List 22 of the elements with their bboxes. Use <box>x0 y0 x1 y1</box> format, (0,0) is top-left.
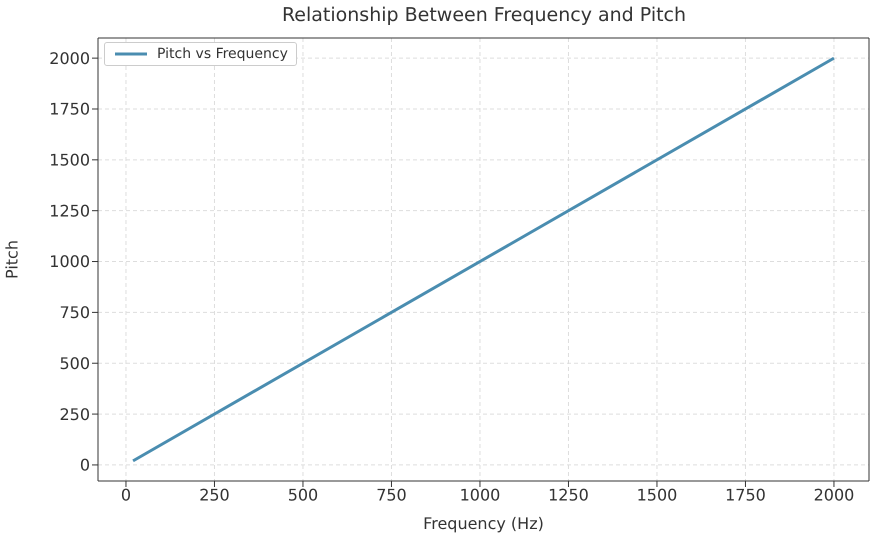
y-tick-label: 2000 <box>49 48 90 68</box>
x-tick-label: 250 <box>199 485 230 504</box>
x-tick-label: 1500 <box>636 485 678 504</box>
x-tick-label: 0 <box>120 485 132 504</box>
chart-title: Relationship Between Frequency and Pitch <box>280 4 688 26</box>
x-tick-label: 1000 <box>460 485 500 504</box>
y-tick-label: 1000 <box>49 252 90 272</box>
x-axis-title: Frequency (Hz) <box>423 514 544 533</box>
x-tick-label: 750 <box>376 485 407 504</box>
y-tick-label: 750 <box>59 303 90 322</box>
y-tick-label: 1250 <box>49 201 90 220</box>
y-tick-label: 0 <box>80 456 90 475</box>
y-tick-label: 1750 <box>49 100 90 119</box>
x-tick-label: 500 <box>288 485 318 504</box>
x-tick-label: 1250 <box>548 485 589 504</box>
y-tick-label: 500 <box>59 354 90 373</box>
y-tick-label: 1500 <box>49 150 90 170</box>
y-tick-label: 250 <box>59 404 90 424</box>
x-tick-label: 1750 <box>725 485 766 504</box>
y-axis-title: Pitch <box>2 240 22 279</box>
legend-label: Pitch vs Frequency <box>157 46 288 62</box>
x-tick-label: 2000 <box>814 485 854 504</box>
